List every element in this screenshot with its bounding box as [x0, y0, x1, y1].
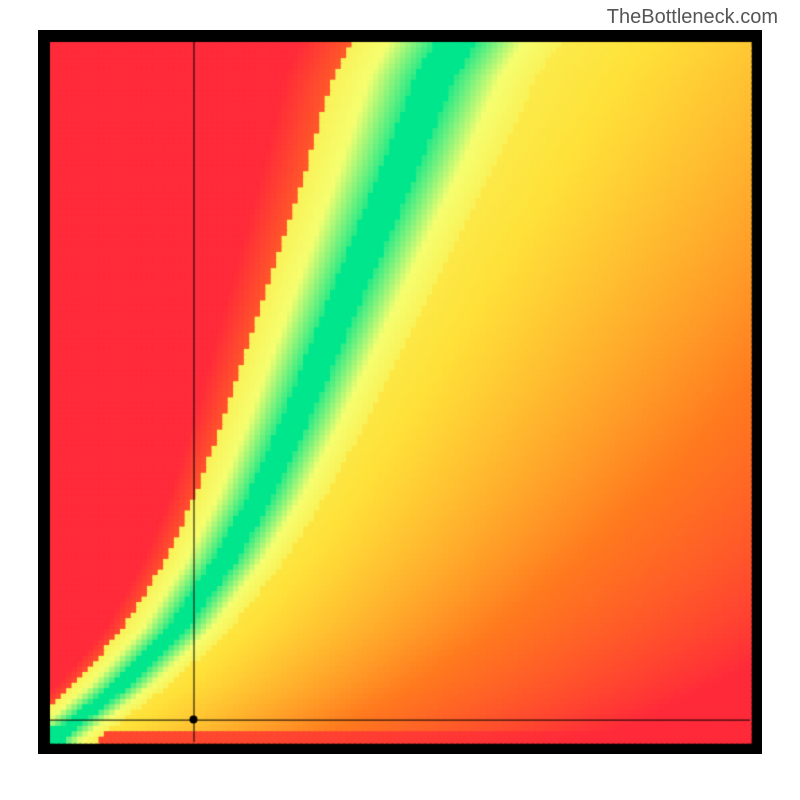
heatmap-canvas	[38, 30, 762, 754]
heatmap-chart	[38, 30, 762, 754]
heatmap-canvas-holder	[38, 30, 762, 754]
watermark-text: TheBottleneck.com	[607, 6, 778, 29]
